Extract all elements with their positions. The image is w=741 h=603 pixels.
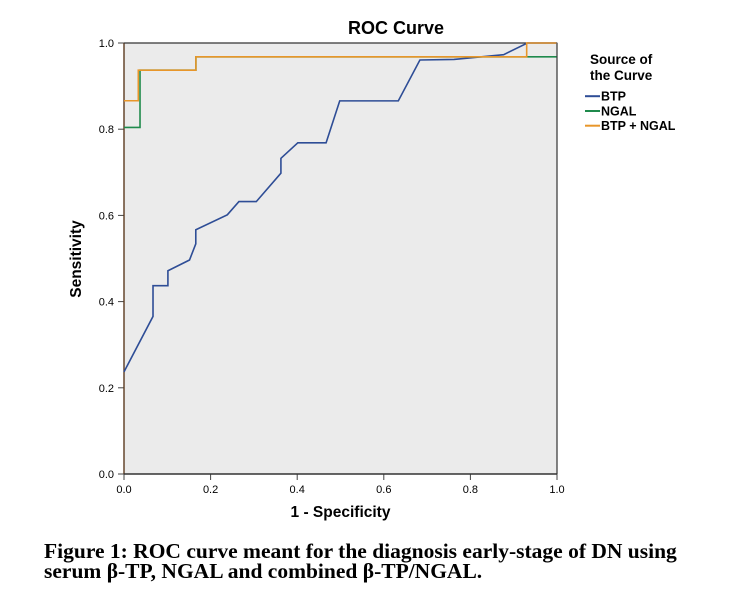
svg-text:0.8: 0.8 <box>463 484 478 496</box>
svg-text:0.2: 0.2 <box>203 484 218 496</box>
svg-text:0.0: 0.0 <box>99 469 114 481</box>
svg-text:0.0: 0.0 <box>116 484 131 496</box>
svg-text:0.8: 0.8 <box>99 124 114 136</box>
svg-text:0.6: 0.6 <box>376 484 391 496</box>
svg-text:1.0: 1.0 <box>549 484 564 496</box>
svg-text:1.0: 1.0 <box>99 38 114 50</box>
svg-text:1 - Specificity: 1 - Specificity <box>291 504 391 521</box>
svg-text:BTP: BTP <box>601 90 626 104</box>
svg-text:0.2: 0.2 <box>99 383 114 395</box>
svg-text:BTP + NGAL: BTP + NGAL <box>601 119 676 133</box>
svg-text:0.6: 0.6 <box>99 210 114 222</box>
svg-text:Sensitivity: Sensitivity <box>68 220 85 298</box>
svg-text:Source of: Source of <box>590 52 653 67</box>
svg-text:ROC Curve: ROC Curve <box>348 18 444 38</box>
svg-text:the Curve: the Curve <box>590 68 653 83</box>
svg-text:0.4: 0.4 <box>99 297 114 309</box>
svg-text:NGAL: NGAL <box>601 104 637 118</box>
svg-text:0.4: 0.4 <box>290 484 305 496</box>
